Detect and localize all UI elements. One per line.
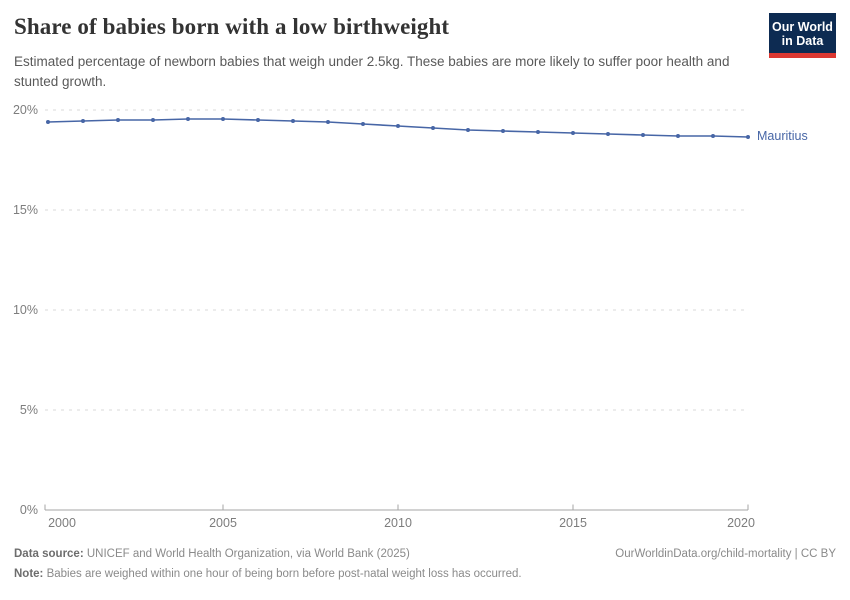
x-axis-label-2010: 2010: [384, 516, 412, 530]
y-axis-label-0: 0%: [19, 503, 38, 517]
data-point-2015: [571, 131, 575, 135]
series-entity-label: Mauritius: [757, 129, 808, 143]
data-point-2020: [746, 135, 750, 139]
logo-text-line2: in Data: [781, 34, 824, 48]
data-point-2016: [606, 132, 610, 136]
data-point-2010: [396, 124, 400, 128]
data-point-2017: [641, 133, 645, 137]
data-point-2011: [431, 126, 435, 130]
data-source-text: Data source: UNICEF and World Health Org…: [14, 548, 410, 560]
data-point-2002: [116, 118, 120, 122]
data-source-label: Data source:: [14, 548, 84, 560]
x-axis-label-2000: 2000: [48, 516, 76, 530]
footer-source-row: Data source: UNICEF and World Health Org…: [14, 548, 836, 560]
y-axis-label-5: 5%: [19, 403, 38, 417]
data-point-2004: [186, 117, 190, 121]
note-label: Note:: [14, 568, 44, 580]
x-axis-label-2015: 2015: [559, 516, 587, 530]
data-point-2000: [46, 120, 50, 124]
data-point-2013: [501, 129, 505, 133]
footer-note-row: Note: Babies are weighed within one hour…: [14, 568, 836, 580]
page-title: Share of babies born with a low birthwei…: [14, 14, 450, 39]
y-axis-label-10: 10%: [12, 303, 38, 317]
data-point-2005: [221, 117, 225, 121]
chart-subtitle: Estimated percentage of newborn babies t…: [14, 54, 730, 89]
data-point-2009: [361, 122, 365, 126]
data-point-2006: [256, 118, 260, 122]
owid-url-link[interactable]: OurWorldinData.org/child-mortality | CC …: [615, 548, 836, 560]
data-point-2008: [326, 120, 330, 124]
data-point-2018: [676, 134, 680, 138]
x-axis-label-2005: 2005: [209, 516, 237, 530]
y-axis-label-20: 20%: [12, 103, 38, 117]
data-source-value: UNICEF and World Health Organization, vi…: [86, 548, 410, 560]
x-axis-label-2020: 2020: [727, 516, 755, 530]
owid-logo[interactable]: Our World in Data: [769, 13, 836, 58]
data-point-2012: [466, 128, 470, 132]
y-axis-label-15: 15%: [12, 203, 38, 217]
data-point-2003: [151, 118, 155, 122]
note-value: Babies are weighed within one hour of be…: [46, 568, 522, 580]
logo-text-line1: Our World: [772, 20, 833, 34]
data-point-2007: [291, 119, 295, 123]
data-point-2019: [711, 134, 715, 138]
data-point-2014: [536, 130, 540, 134]
data-point-2001: [81, 119, 85, 123]
